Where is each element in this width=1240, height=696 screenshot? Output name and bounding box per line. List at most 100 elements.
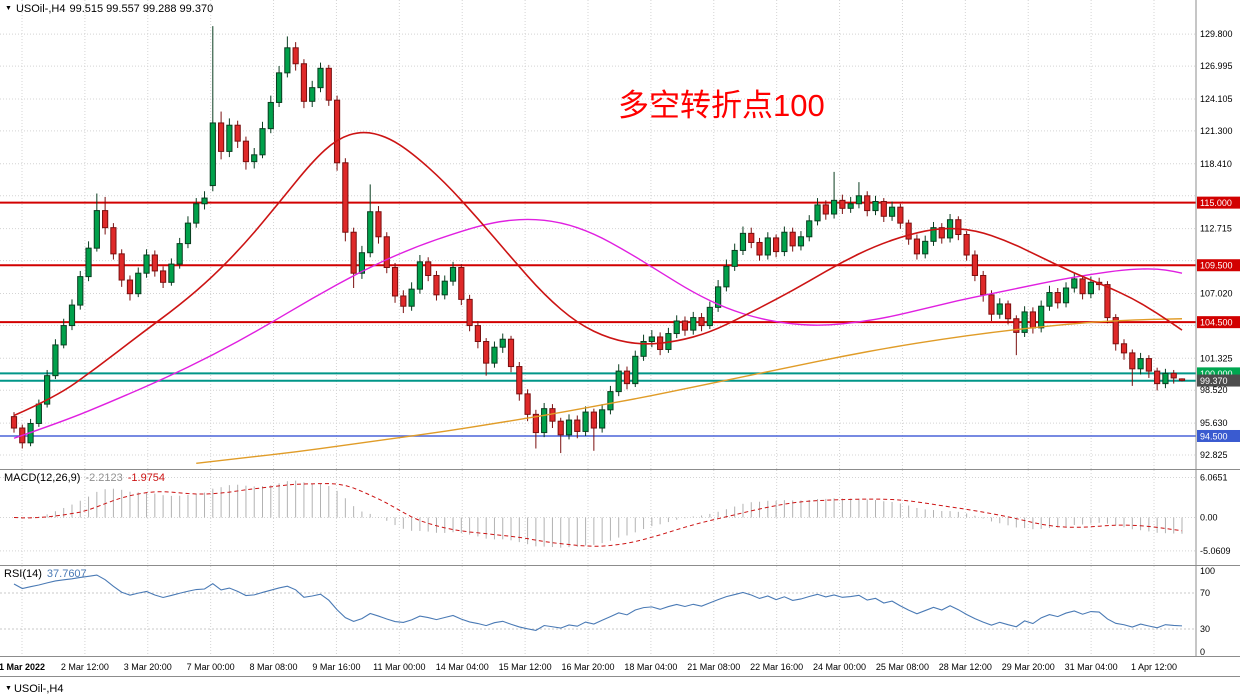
candle bbox=[201, 197, 208, 205]
time-axis-label: 29 Mar 20:00 bbox=[1001, 662, 1055, 672]
price-chart-svg[interactable]: 129.800 126.995 124.105 121.300 118.410 112.7… bbox=[0, 0, 1240, 469]
candle bbox=[425, 261, 432, 276]
candle bbox=[449, 267, 457, 282]
macd-title: MACD(12,26,9) -2.2123 -1.9754 bbox=[4, 472, 170, 484]
rsi-axis-label: 100 bbox=[1200, 566, 1215, 576]
candle bbox=[648, 336, 655, 343]
candle bbox=[516, 366, 523, 395]
candle bbox=[905, 222, 912, 240]
candle bbox=[126, 279, 134, 295]
chart-menu-triangle-icon[interactable]: ▼ bbox=[5, 685, 12, 692]
time-axis[interactable]: 1 Mar 2022 2 Mar 12:00 3 Mar 20:00 7 Mar 00… bbox=[0, 656, 1240, 676]
candle bbox=[623, 370, 631, 385]
candle bbox=[822, 204, 829, 215]
candle bbox=[872, 200, 879, 212]
time-axis-label: 9 Mar 16:00 bbox=[312, 662, 361, 672]
candle bbox=[1029, 311, 1036, 329]
candle bbox=[739, 232, 747, 251]
candle bbox=[772, 237, 780, 253]
ma-red-line bbox=[13, 131, 1183, 417]
candle bbox=[880, 200, 887, 217]
rsi-svg[interactable]: 100 70 30 0 bbox=[0, 566, 1240, 656]
rsi-label: RSI(14) bbox=[4, 568, 42, 580]
candle bbox=[839, 199, 846, 209]
rsi-axis-label: 70 bbox=[1200, 588, 1210, 598]
price-badge-label: 109.500 bbox=[1200, 261, 1233, 271]
price-chart-panel[interactable]: 129.800 126.995 124.105 121.300 118.410 112.7… bbox=[0, 0, 1240, 469]
candle bbox=[1062, 287, 1070, 304]
rsi-line bbox=[13, 574, 1183, 631]
candle bbox=[723, 265, 730, 288]
chart-ohlc-values: 99.515 99.557 99.288 99.370 bbox=[69, 3, 214, 15]
candle bbox=[251, 154, 258, 163]
price-axis-label: 107.020 bbox=[1200, 288, 1233, 298]
candle bbox=[151, 254, 158, 272]
macd-axis-label: 0.00 bbox=[1200, 513, 1218, 523]
candle bbox=[259, 128, 266, 156]
candle bbox=[1087, 281, 1094, 295]
macd-axis-label: -5.0609 bbox=[1200, 546, 1231, 556]
candle bbox=[284, 47, 291, 74]
chart-symbol-timeframe: USOil-,H4 bbox=[15, 3, 66, 15]
rsi-axis-label: 30 bbox=[1200, 624, 1210, 634]
price-axis-label: 124.105 bbox=[1200, 94, 1233, 104]
candle bbox=[955, 219, 962, 236]
candle bbox=[383, 236, 390, 269]
candle bbox=[408, 288, 415, 307]
candle bbox=[441, 280, 448, 296]
candle bbox=[690, 317, 697, 331]
candle bbox=[10, 416, 18, 429]
ma-magenta-line bbox=[13, 218, 1183, 439]
ma-orange-line bbox=[196, 318, 1183, 465]
chart-menu-triangle-icon[interactable]: ▼ bbox=[5, 5, 12, 12]
time-axis-label: 3 Mar 20:00 bbox=[123, 662, 172, 672]
candle bbox=[333, 99, 341, 164]
candle bbox=[499, 338, 506, 348]
macd-svg[interactable]: 6.0651 0.00 -5.0609 bbox=[0, 470, 1240, 565]
candle bbox=[1021, 311, 1028, 333]
candle bbox=[226, 124, 233, 152]
candle bbox=[590, 411, 597, 429]
candle bbox=[988, 294, 995, 315]
candle bbox=[44, 375, 51, 405]
macd-axis-label: 6.0651 bbox=[1200, 472, 1228, 482]
price-badge-label: 99.370 bbox=[1200, 376, 1228, 386]
rsi-panel[interactable]: 100 70 30 0 RSI(14) 37.7607 bbox=[0, 565, 1240, 656]
candle bbox=[748, 232, 755, 243]
candle bbox=[416, 261, 424, 290]
candle bbox=[1112, 317, 1119, 345]
candle bbox=[391, 267, 399, 297]
candle bbox=[433, 274, 440, 296]
candle bbox=[1054, 292, 1061, 304]
price-badge bbox=[1197, 429, 1240, 442]
price-axis-label: 95.630 bbox=[1200, 418, 1228, 428]
candle bbox=[731, 249, 738, 267]
candle bbox=[599, 409, 606, 429]
candle bbox=[317, 67, 324, 89]
price-axis-label: 118.410 bbox=[1200, 159, 1232, 169]
time-axis-label: 1 Apr 12:00 bbox=[1130, 662, 1178, 672]
candle bbox=[698, 317, 705, 327]
candle bbox=[524, 393, 531, 415]
candle bbox=[466, 298, 473, 327]
candle bbox=[342, 162, 349, 233]
candle bbox=[814, 204, 821, 222]
candle bbox=[160, 270, 167, 283]
candle bbox=[300, 63, 308, 102]
candle bbox=[168, 263, 175, 283]
candle bbox=[607, 391, 614, 411]
candle bbox=[1170, 372, 1177, 379]
candle bbox=[400, 295, 407, 307]
rsi-title: RSI(14) 37.7607 bbox=[4, 568, 92, 580]
macd-panel[interactable]: 6.0651 0.00 -5.0609 MACD(12,26,9) -2.2123 -1… bbox=[0, 469, 1240, 565]
candle bbox=[507, 338, 515, 368]
candle bbox=[193, 203, 200, 224]
candle bbox=[681, 320, 689, 331]
candle bbox=[483, 341, 490, 364]
candle bbox=[60, 325, 67, 346]
candle bbox=[532, 413, 539, 434]
candle bbox=[797, 236, 805, 247]
price-badge-label: 104.500 bbox=[1200, 318, 1233, 328]
time-axis-label: 1 Mar 2022 bbox=[0, 662, 46, 672]
time-axis-label: 11 Mar 00:00 bbox=[373, 662, 426, 672]
